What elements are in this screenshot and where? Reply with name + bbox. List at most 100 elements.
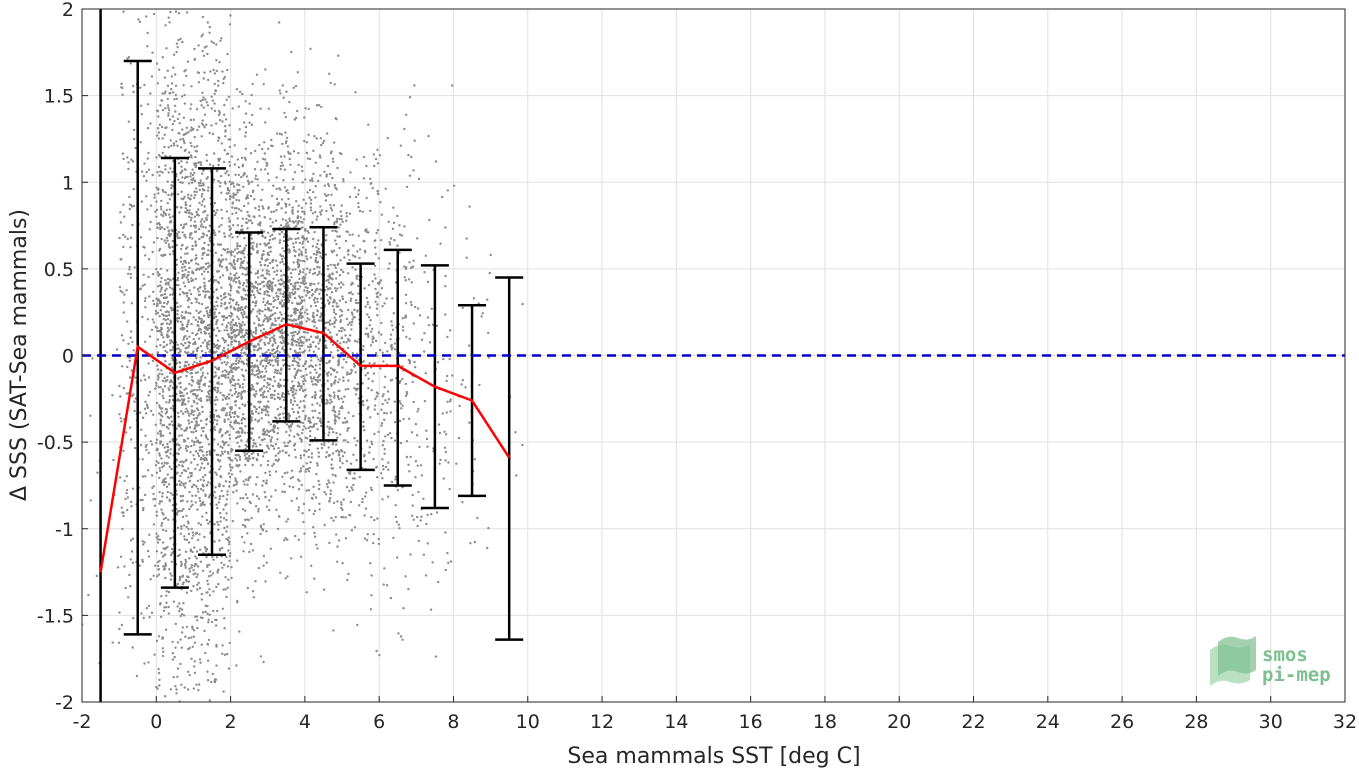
scatter-point [119, 211, 122, 214]
scatter-point [297, 254, 301, 257]
scatter-point [295, 281, 298, 284]
scatter-point [165, 236, 169, 240]
scatter-point [214, 211, 218, 215]
scatter-point [223, 349, 226, 353]
scatter-point [161, 171, 164, 174]
scatter-point [141, 458, 144, 461]
scatter-point [118, 627, 121, 631]
scatter-point [166, 84, 170, 88]
scatter-point [320, 209, 324, 212]
scatter-point [199, 487, 203, 491]
scatter-point [128, 207, 131, 211]
scatter-point [264, 367, 267, 370]
scatter-point [221, 533, 224, 536]
scatter-point [259, 388, 262, 391]
scatter-point [230, 321, 233, 324]
scatter-point [254, 483, 258, 486]
scatter-point [226, 586, 229, 589]
scatter-point [178, 553, 181, 556]
scatter-point [214, 403, 217, 406]
scatter-point [120, 365, 124, 368]
scatter-point [228, 164, 232, 167]
scatter-point [236, 217, 239, 220]
scatter-point [271, 260, 274, 263]
scatter-point [159, 422, 162, 425]
scatter-point [266, 362, 270, 365]
scatter-point [201, 200, 204, 203]
scatter-point [303, 299, 306, 302]
scatter-point [190, 322, 193, 326]
scatter-point [203, 546, 207, 549]
scatter-point [187, 647, 190, 651]
scatter-point [316, 428, 319, 431]
scatter-point [331, 452, 335, 455]
scatter-point [158, 404, 161, 407]
scatter-point [169, 326, 172, 330]
scatter-point [257, 205, 261, 208]
scatter-point [199, 344, 203, 348]
scatter-point [237, 303, 240, 307]
scatter-point [178, 399, 181, 402]
scatter-point [329, 81, 332, 85]
scatter-point [153, 196, 156, 199]
scatter-point [245, 456, 248, 459]
scatter-point [291, 486, 295, 489]
scatter-point [278, 329, 282, 333]
scatter-point [314, 184, 317, 188]
scatter-point [181, 613, 184, 616]
scatter-point [178, 602, 181, 605]
scatter-point [238, 90, 242, 94]
scatter-point [264, 580, 267, 583]
scatter-point [266, 231, 270, 234]
scatter-point [213, 152, 216, 155]
scatter-point [226, 525, 229, 528]
scatter-point [198, 497, 201, 500]
scatter-point [288, 157, 291, 161]
scatter-point [225, 258, 228, 261]
scatter-point [312, 172, 315, 176]
scatter-point [280, 133, 284, 136]
scatter-point [271, 343, 274, 346]
scatter-point [164, 241, 167, 245]
scatter-point [293, 310, 297, 314]
scatter-point [214, 366, 217, 369]
scatter-point [312, 526, 315, 529]
scatter-point [202, 426, 206, 429]
scatter-point [198, 658, 202, 661]
scatter-point [164, 529, 168, 533]
scatter-point [304, 251, 308, 254]
scatter-point [190, 103, 193, 106]
scatter-point [334, 312, 338, 316]
scatter-point [296, 222, 299, 225]
scatter-point [245, 217, 248, 220]
scatter-point [337, 381, 340, 384]
scatter-point [156, 302, 159, 305]
scatter-point [215, 645, 218, 648]
scatter-point [147, 394, 150, 397]
scatter-point [262, 249, 265, 253]
scatter-point [225, 370, 228, 373]
scatter-point [340, 204, 343, 207]
scatter-point [234, 404, 237, 407]
scatter-point [251, 289, 254, 292]
scatter-point [156, 329, 159, 333]
scatter-point [204, 267, 208, 271]
scatter-point [255, 458, 258, 461]
scatter-point [160, 288, 163, 291]
scatter-point [263, 491, 266, 494]
scatter-point [223, 360, 226, 364]
scatter-point [313, 230, 316, 234]
scatter-point [158, 452, 161, 455]
scatter-point [168, 118, 172, 121]
scatter-point [165, 379, 168, 382]
scatter-point [147, 661, 150, 664]
scatter-point [202, 198, 206, 201]
scatter-point [273, 270, 276, 273]
scatter-point [129, 539, 133, 542]
scatter-point [270, 210, 273, 214]
scatter-point [192, 316, 195, 319]
scatter-point [116, 566, 120, 569]
scatter-point [227, 667, 231, 670]
scatter-point [302, 218, 305, 221]
scatter-point [196, 583, 199, 586]
